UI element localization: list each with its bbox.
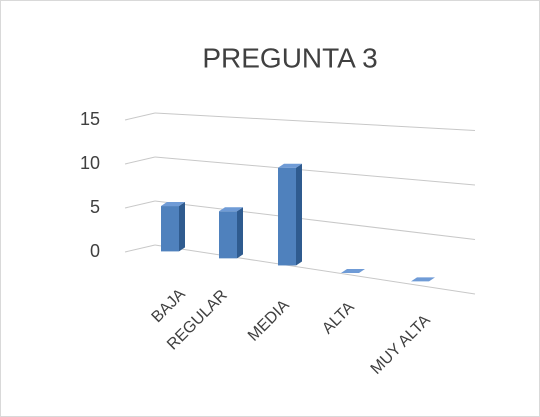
y-tick-label: 15: [80, 109, 100, 129]
bar-side: [296, 163, 302, 266]
grid-line: [154, 156, 476, 186]
grid-line: [154, 112, 476, 131]
grid-line: [154, 244, 476, 295]
grid-line: [124, 200, 156, 209]
bar-top: [278, 163, 302, 168]
y-tick-label: 10: [80, 153, 100, 173]
bar-front: [278, 167, 296, 266]
grid-line: [124, 244, 156, 253]
y-tick-label: 5: [90, 197, 100, 217]
bar-side: [179, 202, 185, 252]
bar-top: [161, 202, 185, 207]
bar-top: [219, 207, 243, 212]
grid-line: [124, 112, 156, 121]
bar-top: [341, 269, 365, 273]
bar-side: [237, 207, 243, 259]
grid-line: [124, 156, 156, 165]
bar-front: [219, 211, 237, 259]
bar-top: [411, 277, 435, 282]
bar-front: [161, 206, 179, 252]
grid-line: [154, 200, 476, 240]
y-tick-label: 0: [90, 241, 100, 261]
chart-title: PREGUNTA 3: [202, 42, 377, 73]
